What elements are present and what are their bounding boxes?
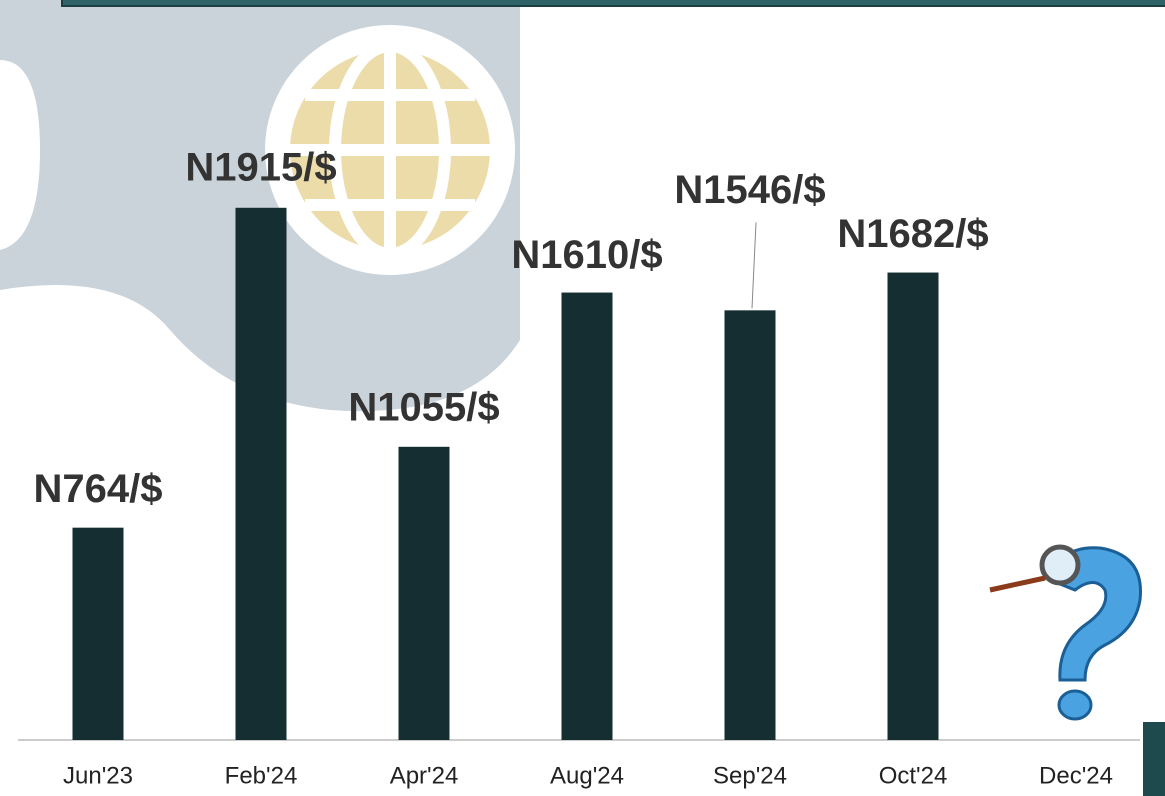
x-tick-label: Dec'24 — [1039, 762, 1113, 789]
value-label: N1682/$ — [837, 212, 988, 256]
x-tick-label: Apr'24 — [390, 762, 459, 789]
value-label: N1055/$ — [348, 385, 499, 429]
header-bar — [62, 0, 1165, 6]
bar — [888, 273, 939, 740]
x-tick-label: Oct'24 — [879, 762, 948, 789]
x-tick-label: Sep'24 — [713, 762, 787, 789]
corner-block — [1143, 722, 1165, 796]
chart: Jun'23 N764/$ Feb'24 N1915/$ Apr'24 N1055/$ Au… — [0, 0, 1165, 796]
value-label: N1546/$ — [674, 168, 825, 212]
bar — [399, 447, 450, 740]
value-label: N1915/$ — [185, 145, 336, 189]
bar — [725, 310, 776, 740]
x-tick-label: Jun'23 — [63, 762, 133, 789]
x-tick-label: Aug'24 — [550, 762, 624, 789]
bar — [562, 293, 613, 740]
leader-line — [752, 222, 756, 308]
bar — [236, 208, 287, 740]
x-tick-label: Feb'24 — [225, 762, 298, 789]
bar — [73, 528, 124, 740]
question-mark-icon — [990, 547, 1141, 719]
value-label: N1610/$ — [511, 233, 662, 277]
value-label: N764/$ — [34, 467, 163, 511]
